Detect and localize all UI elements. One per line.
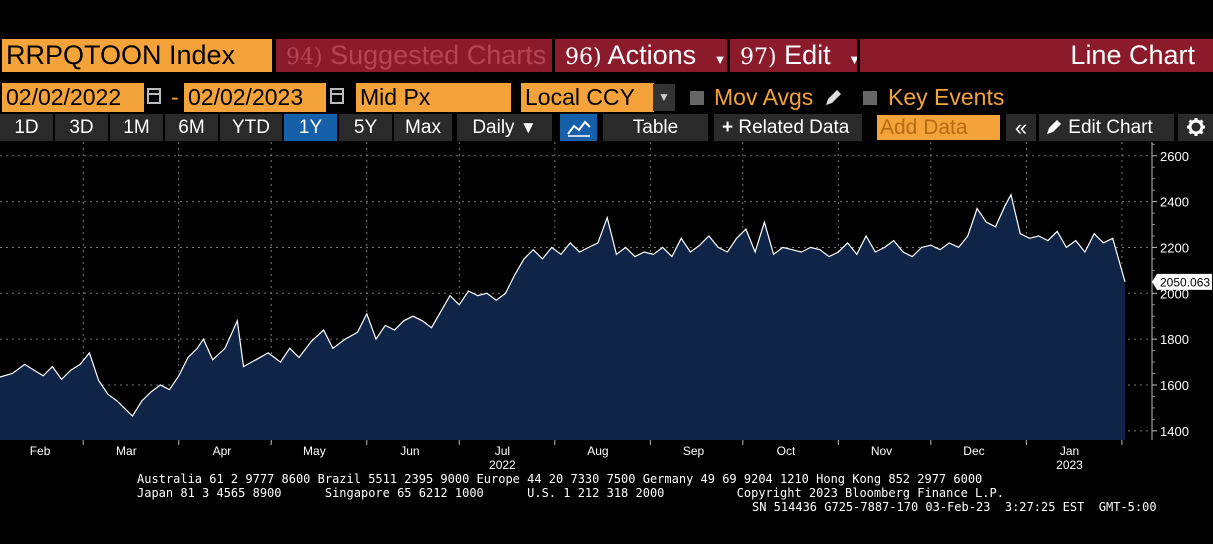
last-value-badge [1152, 273, 1212, 290]
footer-contacts-2: Japan 81 3 4565 8900 Singapore 65 6212 1… [137, 486, 1004, 500]
x-tick-label: Sep [683, 444, 705, 458]
plus-icon: + [722, 117, 734, 138]
edit-chart-label: Edit Chart [1068, 117, 1153, 138]
y-tick-label: 2600 [1160, 149, 1189, 164]
last-value-label: 2050.063 [1160, 275, 1210, 289]
period-button-3d[interactable]: 3D [55, 114, 108, 141]
actions-caret-icon: ▼ [713, 52, 727, 67]
key-events-checkbox[interactable] [863, 91, 877, 105]
price-area-chart[interactable]: 1400 1600 1800 2000 2200 2400 2600 Feb Mar Apr Ma… [0, 142, 1213, 474]
related-data-label: Related Data [738, 117, 850, 138]
series-line [0, 193, 1126, 417]
period-button-ytd[interactable]: YTD [220, 114, 282, 141]
end-calendar-icon[interactable] [330, 88, 344, 104]
y-tick-label: 2400 [1160, 195, 1189, 210]
add-data-input[interactable]: Add Data [877, 115, 1000, 140]
field-selector[interactable]: Mid Px [356, 83, 511, 112]
edit-label: Edit [784, 40, 831, 70]
ticker-field[interactable]: RRPQTOON Index [2, 39, 272, 72]
x-year-label: 2022 [489, 458, 516, 472]
x-tick-label: Oct [777, 444, 796, 458]
rewind-icon[interactable]: « [1006, 114, 1036, 141]
frequency-caret-icon: ▼ [519, 118, 537, 137]
date-separator: - [171, 84, 179, 110]
period-button-1y[interactable]: 1Y [284, 114, 337, 141]
x-tick-label: Apr [213, 444, 232, 458]
period-button-1m[interactable]: 1M [110, 114, 163, 141]
footer-contacts: Australia 61 2 9777 8600 Brazil 5511 239… [137, 472, 983, 486]
start-calendar-icon[interactable] [147, 88, 161, 104]
x-tick-label: May [303, 444, 326, 458]
x-tick-label: Jul [495, 444, 510, 458]
edit-menu[interactable]: 97) Edit ▼ [730, 39, 857, 72]
table-button[interactable]: Table [603, 114, 708, 141]
end-date-field[interactable]: 02/02/2023 [184, 83, 326, 112]
x-tick-label: Feb [30, 444, 51, 458]
x-axis: Feb Mar Apr May Jun Jul Aug Sep Oct Nov Dec Jan 2022… [30, 440, 1123, 472]
footer-session: SN 514436 G725-7887-170 03-Feb-23 3:27:2… [752, 500, 1157, 514]
header-bar: RRPQTOON Index 94) Suggested Charts 96) … [0, 38, 1213, 74]
suggested-charts-number: 94) [286, 45, 323, 70]
mov-avgs-label[interactable]: Mov Avgs [714, 84, 814, 110]
suggested-charts-menu[interactable]: 94) Suggested Charts [276, 39, 552, 72]
period-button-5y[interactable]: 5Y [339, 114, 392, 141]
gear-icon[interactable] [1178, 114, 1213, 141]
x-tick-label: Nov [871, 444, 892, 458]
last-value-group: 2050.063 [1152, 273, 1212, 290]
actions-number: 96) [565, 45, 602, 70]
toolbar: 1D 3D 1M 6M YTD 1Y 5Y Max Daily ▼ Table … [0, 114, 1213, 142]
series-area [0, 194, 1125, 440]
related-data-button[interactable]: + Related Data [714, 114, 862, 141]
line-chart-icon[interactable] [560, 114, 597, 141]
y-axis: 1400 1600 1800 2000 2200 2400 2600 [1151, 142, 1189, 440]
period-button-max[interactable]: Max [394, 114, 452, 141]
currency-selector[interactable]: Local CCY [521, 83, 654, 112]
period-button-6m[interactable]: 6M [165, 114, 218, 141]
options-bar: 02/02/2022 - 02/02/2023 Mid Px Local CCY… [0, 83, 1213, 113]
x-tick-label: Dec [963, 444, 984, 458]
x-tick-label: Jun [400, 444, 419, 458]
x-tick-label: Jan [1060, 444, 1079, 458]
y-tick-label: 1600 [1160, 378, 1189, 393]
y-tick-label: 1800 [1160, 332, 1189, 347]
pencil-icon[interactable] [823, 88, 843, 108]
y-tick-label: 1400 [1160, 424, 1189, 439]
x-year-label: 2023 [1056, 458, 1083, 472]
start-date-field[interactable]: 02/02/2022 [2, 83, 144, 112]
y-tick-label: 2200 [1160, 240, 1189, 255]
chart-type-title: Line Chart [860, 39, 1213, 72]
x-tick-label: Aug [587, 444, 608, 458]
actions-menu[interactable]: 96) Actions ▼ [555, 39, 727, 72]
edit-chart-button[interactable]: Edit Chart [1039, 114, 1174, 141]
period-button-1d[interactable]: 1D [0, 114, 53, 141]
edit-caret-icon: ▼ [848, 52, 857, 67]
x-tick-label: Mar [116, 444, 137, 458]
actions-label: Actions [607, 40, 697, 70]
suggested-charts-label: Suggested Charts [330, 40, 547, 70]
y-tick-label: 2000 [1160, 286, 1189, 301]
currency-dropdown-icon[interactable]: ▼ [653, 84, 675, 111]
frequency-label: Daily [472, 117, 515, 138]
edit-pencil-icon [1047, 120, 1061, 134]
key-events-label[interactable]: Key Events [888, 84, 1005, 110]
mov-avgs-checkbox[interactable] [690, 91, 704, 105]
frequency-selector[interactable]: Daily ▼ [457, 114, 552, 141]
edit-number: 97) [740, 45, 777, 70]
